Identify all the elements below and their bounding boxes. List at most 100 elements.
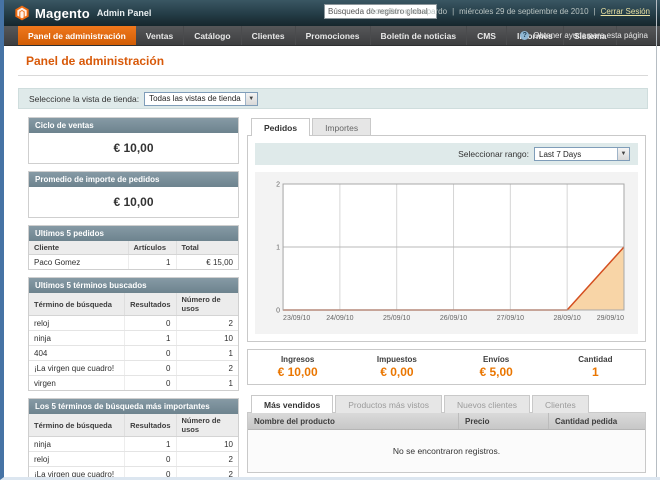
current-date: miércoles 29 de septiembre de 2010 <box>459 7 589 16</box>
global-search-input[interactable] <box>324 4 437 19</box>
total-label: Impuestos <box>376 355 417 364</box>
logo-text: Magento <box>35 5 90 21</box>
card-title: Ultimos 5 pedidos <box>29 226 238 241</box>
logout-link[interactable]: Cerrar Sesión <box>600 7 650 16</box>
orders-tab-panel: Seleccionar rango: Last 7 Days ▼ 0 1 2 23/0… <box>247 135 646 342</box>
card-title: Promedio de importe de pedidos <box>29 172 238 187</box>
last-orders-table: Cliente Artículos Total Paco Gomez 1 € 15,00 <box>29 241 238 269</box>
svg-text:2: 2 <box>276 182 280 189</box>
column-header-resultados: Resultados <box>124 414 177 437</box>
help-link[interactable]: ? Obtener ayuda para esta página <box>520 26 648 45</box>
column-header-termino-de-busqueda: Término de búsqueda <box>29 293 126 316</box>
store-view-select[interactable]: Todas las vistas de tienda ▼ <box>144 91 258 106</box>
grid-column-header-cantidad-pedida: Cantidad pedida <box>555 416 618 426</box>
table-row[interactable]: ¡La virgen que cuadro! 0 2 <box>29 466 238 477</box>
table-cell: reloj <box>29 451 126 467</box>
separator: | <box>593 7 596 16</box>
table-cell: 0 <box>124 375 177 390</box>
nav-item-ventas[interactable]: Ventas <box>136 26 185 45</box>
table-row[interactable]: virgen 0 1 <box>29 375 238 390</box>
table-cell: 1 <box>176 345 238 361</box>
table-header-row: Término de búsqueda Resultados Número de u… <box>29 414 238 437</box>
svg-text:24/09/10: 24/09/10 <box>326 315 353 322</box>
table-cell: ¡La virgen que cuadro! <box>29 360 126 376</box>
table-cell: € 15,00 <box>206 257 233 267</box>
last-search-terms-table: Término de búsqueda Resultados Número de u… <box>29 293 238 390</box>
table-row[interactable]: reloj 0 2 <box>29 315 238 331</box>
sales-lifetime-card: Ciclo de ventas € 10,00 <box>28 117 239 164</box>
svg-text:0: 0 <box>276 308 280 315</box>
table-row[interactable]: ninja 1 10 <box>29 436 238 452</box>
table-cell: 0 <box>124 451 177 467</box>
table-row[interactable]: reloj 0 2 <box>29 451 238 467</box>
nav-item-clientes[interactable]: Clientes <box>242 26 296 45</box>
admin-header: Magento Admin Panel Accedió como apardo … <box>4 0 660 26</box>
main-nav: Panel de administración Ventas Catálogo Cli… <box>4 26 660 46</box>
sidebar: Ciclo de ventas € 10,00 Promedio de impo… <box>28 117 239 477</box>
magento-logo: Magento Admin Panel <box>14 5 151 21</box>
table-row[interactable]: ninja 1 10 <box>29 330 238 346</box>
svg-text:25/09/10: 25/09/10 <box>383 315 410 322</box>
dashboard-page: Panel de administración Seleccione la vi… <box>4 46 660 477</box>
table-cell: virgen <box>29 375 126 390</box>
help-icon: ? <box>520 31 530 40</box>
table-cell: 2 <box>176 466 238 477</box>
table-cell: ninja <box>29 330 126 346</box>
chart-tabs: Pedidos Importes <box>247 117 646 136</box>
tab-importes[interactable]: Importes <box>312 118 372 136</box>
separator: | <box>452 7 455 16</box>
svg-text:1: 1 <box>276 245 280 252</box>
title-divider <box>18 75 648 76</box>
user-info: Accedió como apardo | miércoles 29 de se… <box>370 7 650 16</box>
table-cell: 2 <box>176 360 238 376</box>
average-orders-value: € 10,00 <box>113 195 154 209</box>
nav-item-catalogo[interactable]: Catálogo <box>184 26 242 45</box>
table-cell: 0 <box>124 360 177 376</box>
table-row[interactable]: 404 0 1 <box>29 345 238 361</box>
total-value: 1 <box>592 365 599 379</box>
table-cell: 0 <box>124 345 177 361</box>
totals-bar: Ingresos € 10,00 Impuestos € 0,00 Envíos € 5,… <box>247 349 646 385</box>
table-row[interactable]: ¡La virgen que cuadro! 0 2 <box>29 360 238 376</box>
nav-item-promociones[interactable]: Promociones <box>296 26 371 45</box>
table-row[interactable]: Paco Gomez 1 € 15,00 <box>29 254 238 269</box>
tab-pedidos[interactable]: Pedidos <box>251 118 311 136</box>
last-orders-card: Ultimos 5 pedidos Cliente Artículos Total P… <box>28 225 239 270</box>
tab-clientes[interactable]: Clientes <box>532 395 589 413</box>
tab-mas-vendidos[interactable]: Más vendidos <box>251 395 334 413</box>
table-cell: Paco Gomez <box>29 254 129 269</box>
total-label: Cantidad <box>578 355 613 364</box>
nav-item-boletin-de-noticias[interactable]: Boletín de noticias <box>371 26 468 45</box>
logged-in-as: Accedió como apardo <box>369 7 448 16</box>
table-cell: 0 <box>124 466 177 477</box>
top-search-terms-card: Los 5 términos de búsqueda más important… <box>28 398 239 477</box>
table-cell: 1 <box>228 378 233 388</box>
svg-text:27/09/10: 27/09/10 <box>497 315 524 322</box>
range-label: Seleccionar rango: <box>458 149 529 159</box>
grid-tabs: Más vendidos Productos más vistos Nuevos c… <box>247 394 646 413</box>
column-header-cliente: Cliente <box>29 241 129 255</box>
grid-column-header-nombre-del-producto: Nombre del producto <box>248 413 459 429</box>
total-value: € 0,00 <box>380 365 414 379</box>
dashboard-main: Pedidos Importes Seleccionar rango: Last … <box>247 117 646 477</box>
total-value: € 5,00 <box>479 365 513 379</box>
table-cell: 1 <box>128 254 177 269</box>
tab-nuevos-clientes[interactable]: Nuevos clientes <box>444 395 531 413</box>
nav-item-panel-de-administracion[interactable]: Panel de administración <box>18 26 136 45</box>
range-select[interactable]: Last 7 Days ▼ <box>534 147 630 161</box>
nav-item-cms[interactable]: CMS <box>467 26 507 45</box>
table-cell: 2 <box>176 451 238 467</box>
nav-item-informes[interactable]: Informes <box>507 26 564 45</box>
tab-productos-mas-vistos[interactable]: Productos más vistos <box>335 395 442 413</box>
nav-item-sistema[interactable]: Sistema <box>564 26 618 45</box>
help-label: Obtener ayuda para esta página <box>533 31 648 40</box>
svg-text:26/09/10: 26/09/10 <box>440 315 467 322</box>
magento-logo-icon <box>15 5 29 21</box>
column-header-termino-de-busqueda: Término de búsqueda <box>29 414 126 437</box>
grid-empty-message: No se encontraron registros. <box>248 430 645 472</box>
table-cell: ninja <box>29 436 126 452</box>
page-title: Panel de administración <box>26 54 165 68</box>
card-title: Ciclo de ventas <box>29 118 238 133</box>
column-header-numero-de-usos: Número de usos <box>176 293 238 316</box>
